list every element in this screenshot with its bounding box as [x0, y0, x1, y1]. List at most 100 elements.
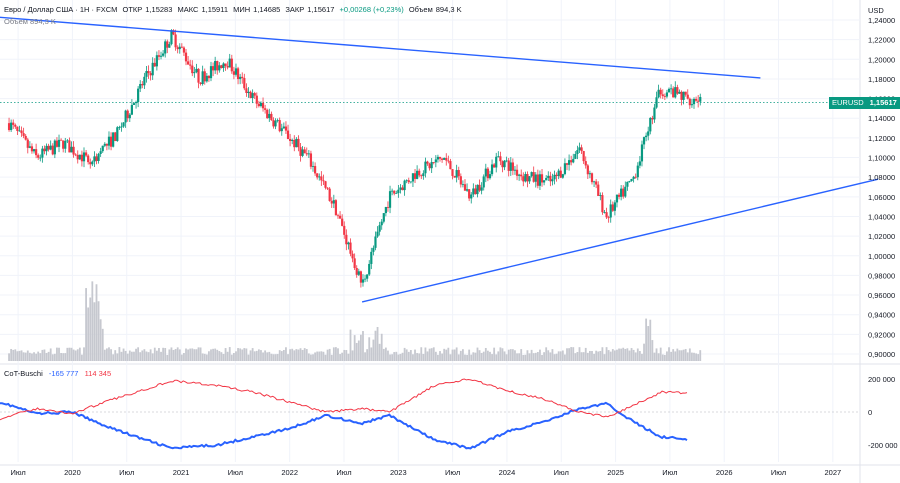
- volume-bar: [301, 349, 304, 361]
- candle-body: [141, 84, 144, 86]
- candle-body: [47, 145, 50, 150]
- candle-body: [488, 174, 492, 179]
- volume-bar: [116, 353, 119, 361]
- candle-body: [536, 174, 539, 186]
- volume-bar: [255, 350, 258, 361]
- open-label: ОТКР: [122, 5, 143, 14]
- time-tick-label: Июл: [228, 468, 243, 477]
- candle-body: [109, 136, 113, 147]
- cot-indicator-pane: [0, 378, 688, 450]
- volume-bar: [237, 348, 239, 361]
- candle-body: [507, 160, 510, 171]
- candle-body: [307, 153, 310, 155]
- volume-bar: [326, 349, 329, 361]
- candle-body: [60, 139, 63, 141]
- candle-body: [422, 173, 425, 177]
- volume-bar: [564, 354, 566, 361]
- volume-bar: [106, 348, 108, 361]
- volume-bar: [534, 352, 537, 361]
- candle-body: [99, 151, 102, 154]
- candle-body: [137, 88, 140, 103]
- volume-legend[interactable]: Объем 894,3 K: [4, 17, 56, 26]
- volume-bar: [647, 326, 650, 361]
- candle-body: [588, 173, 592, 175]
- candle-body: [101, 145, 104, 152]
- volume-bar: [251, 348, 254, 361]
- volume-bar: [595, 350, 598, 361]
- candle-body: [490, 164, 494, 175]
- volume-bar: [551, 349, 554, 361]
- candle-body: [249, 91, 252, 99]
- candle-body: [24, 135, 27, 140]
- candle-body: [478, 184, 481, 191]
- volume-bar: [437, 354, 439, 361]
- candle-body: [232, 71, 235, 75]
- candle-body: [291, 139, 294, 141]
- candle-body: [66, 140, 69, 142]
- candle-body: [97, 153, 100, 161]
- volume-bar: [351, 350, 354, 361]
- candle-body: [595, 181, 598, 185]
- volume-bar: [359, 334, 362, 361]
- symbol-name[interactable]: Евро / Доллар США · 1Н · FXCM: [4, 5, 118, 14]
- volume-bar: [85, 288, 87, 361]
- candle-body: [332, 200, 335, 204]
- volume-bar: [684, 348, 687, 361]
- price-tick-label: 1,04000: [868, 212, 895, 221]
- candle-body: [380, 221, 383, 226]
- volume-bar: [566, 348, 568, 361]
- volume-bar: [501, 348, 504, 361]
- candle-body: [388, 191, 392, 208]
- candle-body: [570, 160, 573, 163]
- volume-bar: [528, 353, 531, 361]
- volume-bar: [58, 347, 60, 361]
- candle-body: [455, 170, 458, 178]
- volume-bar: [241, 349, 244, 361]
- volume-bar: [495, 354, 498, 361]
- volume-bar: [459, 350, 462, 361]
- price-tick-label: 1,08000: [868, 173, 895, 182]
- candle-body: [353, 258, 356, 269]
- trendline-upper[interactable]: [0, 16, 761, 79]
- candle-body: [630, 178, 633, 181]
- volume-bar: [310, 354, 312, 361]
- volume-bar: [243, 348, 246, 361]
- volume-bar: [335, 347, 337, 361]
- volume-bar: [164, 347, 167, 361]
- candle-body: [87, 155, 90, 163]
- volume-bar: [584, 347, 587, 361]
- trendline-lower[interactable]: [361, 178, 879, 303]
- volume-bar: [472, 352, 475, 361]
- candle-body: [230, 58, 233, 72]
- volume-bar: [53, 353, 56, 361]
- volume-bar: [511, 349, 514, 361]
- volume-bar: [693, 352, 695, 361]
- cot-legend[interactable]: CoT-Buschi -165 777 114 345: [4, 369, 111, 378]
- volume-bar: [262, 352, 264, 361]
- volume-bar: [384, 347, 387, 361]
- volume-bar: [101, 328, 104, 361]
- volume-legend-label: Объем: [4, 17, 28, 26]
- trendlines[interactable]: [0, 16, 879, 303]
- candle-body: [32, 149, 36, 152]
- candle-body: [197, 68, 200, 83]
- volume-bar: [149, 349, 152, 361]
- candle-body: [155, 55, 158, 67]
- volume-bar: [210, 349, 212, 361]
- volume-bar: [99, 319, 102, 361]
- candle-body: [578, 147, 581, 151]
- candle-body: [486, 168, 489, 179]
- volume-bar: [239, 348, 242, 361]
- candle-body: [659, 89, 662, 95]
- volume-bar: [193, 349, 196, 361]
- volume-bar: [183, 352, 185, 361]
- volume-bar: [699, 350, 702, 361]
- volume-bar: [653, 352, 656, 361]
- volume-bar: [468, 349, 471, 361]
- candle-body: [682, 91, 685, 100]
- volume-bar: [626, 348, 629, 361]
- volume-bar: [455, 347, 458, 361]
- candle-body: [684, 91, 687, 95]
- volume-bar: [636, 348, 639, 361]
